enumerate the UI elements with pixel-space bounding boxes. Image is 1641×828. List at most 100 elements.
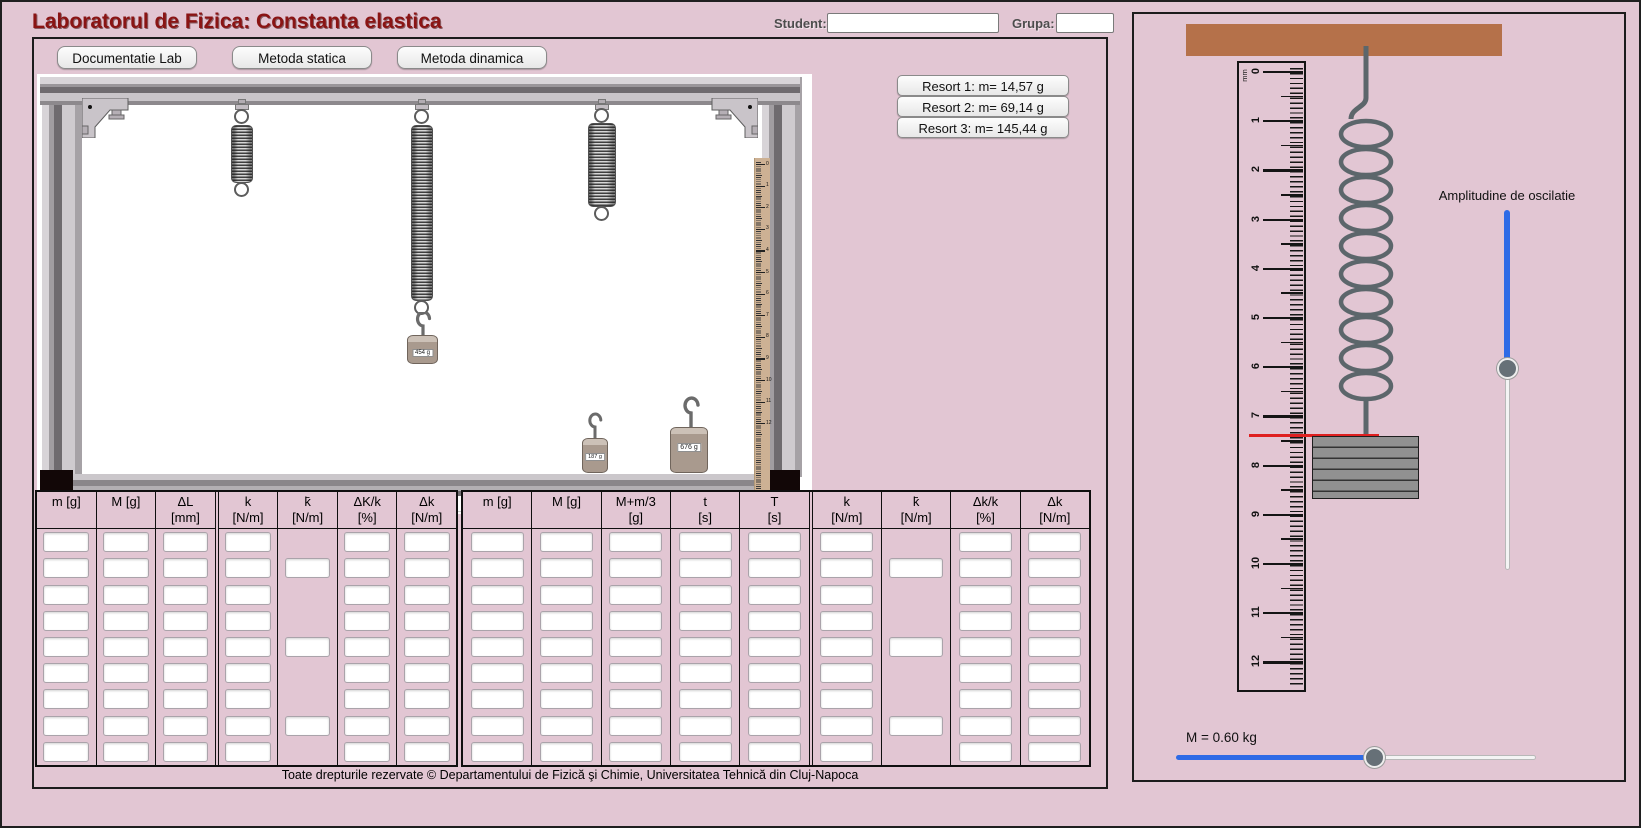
table-cell-input[interactable] bbox=[678, 610, 732, 631]
table-cell-input[interactable] bbox=[470, 689, 524, 710]
table-cell-input[interactable] bbox=[403, 532, 450, 553]
table-cell-input[interactable] bbox=[403, 689, 450, 710]
table-cell-input[interactable] bbox=[43, 636, 90, 657]
table-cell-input[interactable] bbox=[820, 689, 874, 710]
amplitude-slider-track-rest[interactable] bbox=[1504, 368, 1510, 570]
table-cell-input[interactable] bbox=[344, 636, 391, 657]
table-cell-input[interactable] bbox=[1028, 610, 1082, 631]
table-cell-input[interactable] bbox=[470, 663, 524, 684]
table-cell-input[interactable] bbox=[103, 715, 149, 736]
table-cell-input[interactable] bbox=[539, 610, 594, 631]
table-cell-input[interactable] bbox=[678, 689, 732, 710]
table-cell-input[interactable] bbox=[470, 558, 524, 579]
amplitude-slider-thumb[interactable] bbox=[1496, 357, 1518, 379]
table-cell-input[interactable] bbox=[470, 584, 524, 605]
table-cell-input[interactable] bbox=[284, 715, 331, 736]
table-cell-input[interactable] bbox=[678, 663, 732, 684]
resort-2-button[interactable]: Resort 2: m= 69,14 g bbox=[897, 96, 1069, 117]
table-cell-input[interactable] bbox=[747, 584, 802, 605]
table-cell-input[interactable] bbox=[747, 741, 802, 762]
table-cell-input[interactable] bbox=[344, 663, 391, 684]
table-cell-input[interactable] bbox=[403, 663, 450, 684]
tab-documentatie-lab[interactable]: Documentatie Lab bbox=[57, 46, 197, 69]
mass-slider-track[interactable] bbox=[1176, 755, 1374, 760]
table-cell-input[interactable] bbox=[678, 636, 732, 657]
table-cell-input[interactable] bbox=[1028, 715, 1082, 736]
table-cell-input[interactable] bbox=[958, 532, 1013, 553]
table-cell-input[interactable] bbox=[820, 558, 874, 579]
resort-1-button[interactable]: Resort 1: m= 14,57 g bbox=[897, 75, 1069, 96]
table-cell-input[interactable] bbox=[103, 532, 149, 553]
table-cell-input[interactable] bbox=[820, 584, 874, 605]
table-cell-input[interactable] bbox=[539, 663, 594, 684]
table-cell-input[interactable] bbox=[958, 584, 1013, 605]
table-cell-input[interactable] bbox=[103, 689, 149, 710]
table-cell-input[interactable] bbox=[820, 741, 874, 762]
table-cell-input[interactable] bbox=[43, 532, 90, 553]
table-cell-input[interactable] bbox=[539, 741, 594, 762]
table-cell-input[interactable] bbox=[470, 741, 524, 762]
table-cell-input[interactable] bbox=[103, 610, 149, 631]
table-cell-input[interactable] bbox=[609, 610, 663, 631]
table-cell-input[interactable] bbox=[747, 689, 802, 710]
table-cell-input[interactable] bbox=[609, 715, 663, 736]
table-cell-input[interactable] bbox=[747, 715, 802, 736]
table-cell-input[interactable] bbox=[225, 584, 271, 605]
table-cell-input[interactable] bbox=[747, 610, 802, 631]
table-cell-input[interactable] bbox=[678, 715, 732, 736]
table-cell-input[interactable] bbox=[403, 584, 450, 605]
table-cell-input[interactable] bbox=[225, 532, 271, 553]
table-cell-input[interactable] bbox=[225, 663, 271, 684]
table-cell-input[interactable] bbox=[1028, 558, 1082, 579]
table-cell-input[interactable] bbox=[344, 689, 391, 710]
table-cell-input[interactable] bbox=[609, 663, 663, 684]
table-cell-input[interactable] bbox=[403, 610, 450, 631]
table-cell-input[interactable] bbox=[344, 532, 391, 553]
table-cell-input[interactable] bbox=[958, 636, 1013, 657]
table-cell-input[interactable] bbox=[43, 663, 90, 684]
table-cell-input[interactable] bbox=[1028, 689, 1082, 710]
weight-454g[interactable]: 454 g bbox=[407, 335, 438, 364]
mass-slider-track-rest[interactable] bbox=[1374, 755, 1536, 760]
table-cell-input[interactable] bbox=[470, 636, 524, 657]
table-cell-input[interactable] bbox=[609, 532, 663, 553]
table-cell-input[interactable] bbox=[958, 689, 1013, 710]
table-cell-input[interactable] bbox=[820, 636, 874, 657]
table-cell-input[interactable] bbox=[225, 558, 271, 579]
table-cell-input[interactable] bbox=[539, 689, 594, 710]
table-cell-input[interactable] bbox=[43, 584, 90, 605]
mass-slider-thumb[interactable] bbox=[1363, 747, 1385, 768]
table-cell-input[interactable] bbox=[403, 741, 450, 762]
table-cell-input[interactable] bbox=[344, 558, 391, 579]
table-cell-input[interactable] bbox=[470, 715, 524, 736]
table-cell-input[interactable] bbox=[820, 663, 874, 684]
table-cell-input[interactable] bbox=[609, 584, 663, 605]
table-cell-input[interactable] bbox=[539, 584, 594, 605]
table-cell-input[interactable] bbox=[678, 584, 732, 605]
student-input[interactable] bbox=[827, 13, 999, 33]
table-cell-input[interactable] bbox=[609, 558, 663, 579]
table-cell-input[interactable] bbox=[344, 584, 391, 605]
table-cell-input[interactable] bbox=[162, 558, 209, 579]
table-cell-input[interactable] bbox=[162, 584, 209, 605]
table-cell-input[interactable] bbox=[403, 636, 450, 657]
table-cell-input[interactable] bbox=[43, 689, 90, 710]
table-cell-input[interactable] bbox=[403, 715, 450, 736]
grupa-input[interactable] bbox=[1056, 13, 1114, 33]
table-cell-input[interactable] bbox=[539, 636, 594, 657]
table-cell-input[interactable] bbox=[103, 636, 149, 657]
table-cell-input[interactable] bbox=[1028, 663, 1082, 684]
table-cell-input[interactable] bbox=[162, 636, 209, 657]
table-cell-input[interactable] bbox=[747, 558, 802, 579]
table-cell-input[interactable] bbox=[820, 532, 874, 553]
table-cell-input[interactable] bbox=[225, 741, 271, 762]
table-cell-input[interactable] bbox=[284, 558, 331, 579]
table-cell-input[interactable] bbox=[162, 715, 209, 736]
table-cell-input[interactable] bbox=[1028, 532, 1082, 553]
table-cell-input[interactable] bbox=[747, 636, 802, 657]
table-cell-input[interactable] bbox=[958, 558, 1013, 579]
tab-metoda-dinamica[interactable]: Metoda dinamica bbox=[397, 46, 547, 69]
table-cell-input[interactable] bbox=[470, 610, 524, 631]
table-cell-input[interactable] bbox=[539, 558, 594, 579]
table-cell-input[interactable] bbox=[470, 532, 524, 553]
